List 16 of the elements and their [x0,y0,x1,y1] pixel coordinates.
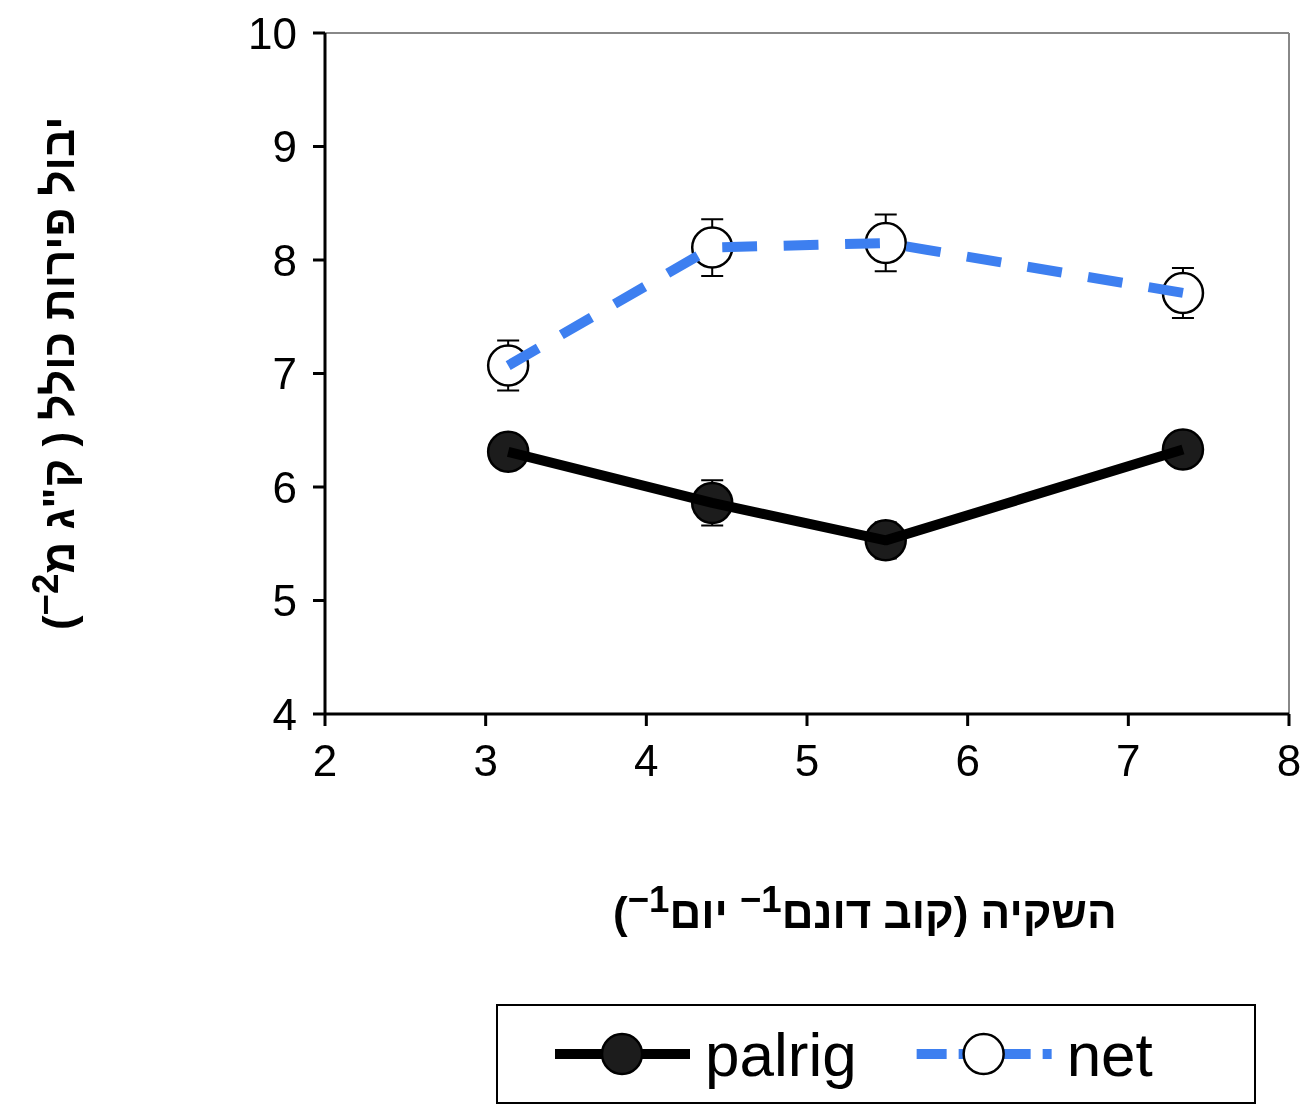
y-tick-label: 6 [272,462,297,512]
x-tick-label: 7 [1116,736,1141,785]
y-tick-label: 4 [272,689,297,739]
x-tick-label: 5 [794,736,820,785]
y-tick-label: 10 [248,8,297,58]
y-tick-label: 5 [272,576,297,625]
x-tick-label: 3 [473,736,498,785]
y-tick-label: 8 [272,235,297,285]
x-tick-label: 2 [312,736,338,785]
x-tick-label: 8 [1276,736,1302,785]
x-tick-label: 6 [955,736,980,785]
x-tick-label: 4 [634,736,659,785]
y-tick-label: 7 [272,349,297,398]
y-tick-label: 9 [272,122,297,171]
legend-label: net [1066,1019,1153,1089]
legend-label: palrig [705,1019,857,1089]
